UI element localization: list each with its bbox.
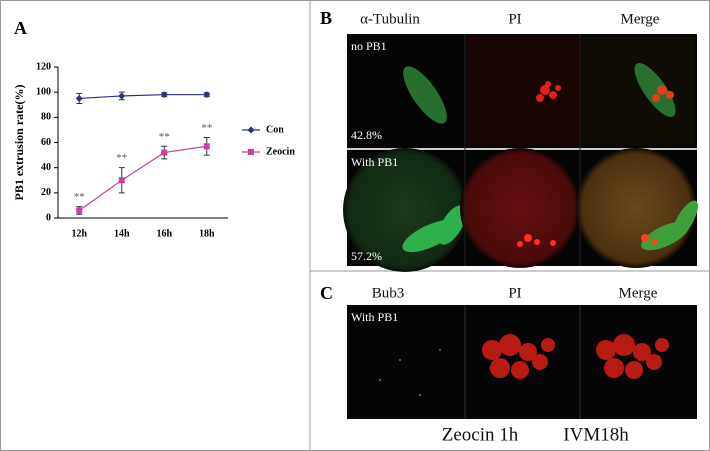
panel-letter: B: [320, 8, 332, 28]
significance-label: **: [201, 122, 212, 134]
panel-letter: A: [14, 18, 27, 38]
row-label: With PB1: [351, 310, 398, 324]
column-header: Merge: [619, 285, 658, 301]
series-line: [79, 94, 207, 100]
column-header: PI: [508, 285, 521, 301]
legend-marker: [247, 126, 255, 134]
micrograph-grid: [343, 34, 698, 272]
data-point: [118, 92, 126, 100]
x-tick-label: 12h: [71, 228, 87, 239]
column-header: Merge: [621, 11, 660, 27]
significance-label: **: [116, 152, 127, 164]
line-chart: 0 20 40 60 80 100 120 12h 14h 16h 18h PB1 extrusion…: [12, 61, 296, 239]
x-tick-label: 18h: [199, 228, 215, 239]
legend-marker: [248, 149, 254, 155]
legend-label: Con: [266, 124, 284, 135]
y-tick-label: 80: [41, 112, 51, 123]
row-label: With PB1: [351, 155, 398, 169]
x-tick-label: 14h: [114, 228, 130, 239]
y-tick-label: 60: [41, 137, 51, 148]
column-header: PI: [508, 11, 521, 27]
significance-label: **: [159, 131, 170, 143]
percent-label: 57.2%: [351, 249, 382, 263]
data-point: [75, 94, 83, 102]
y-tick-label: 20: [41, 187, 51, 198]
data-point: [203, 91, 211, 99]
y-tick-label: 100: [36, 86, 51, 97]
micrograph-grid: [347, 305, 697, 419]
y-axis-label: PB1 extrusion rate(%): [12, 85, 26, 201]
column-header: α-Tubulin: [360, 11, 420, 27]
data-point: [76, 207, 83, 214]
caption: IVM18h: [563, 424, 629, 445]
data-point: [118, 177, 125, 184]
legend-label: Zeocin: [266, 146, 295, 157]
data-point: [161, 149, 168, 156]
percent-label: 42.8%: [351, 128, 382, 142]
row-label: no PB1: [351, 39, 387, 53]
significance-label: **: [74, 191, 85, 203]
panel-letter: C: [320, 283, 333, 303]
series-line: [78, 145, 207, 211]
data-point: [160, 91, 168, 99]
y-tick-label: 0: [46, 212, 51, 223]
column-header: Bub3: [372, 285, 405, 301]
x-tick-label: 16h: [156, 228, 172, 239]
y-tick-label: 40: [41, 162, 51, 173]
y-tick-label: 120: [36, 61, 51, 72]
caption: Zeocin 1h: [442, 424, 519, 445]
data-point: [203, 143, 210, 150]
